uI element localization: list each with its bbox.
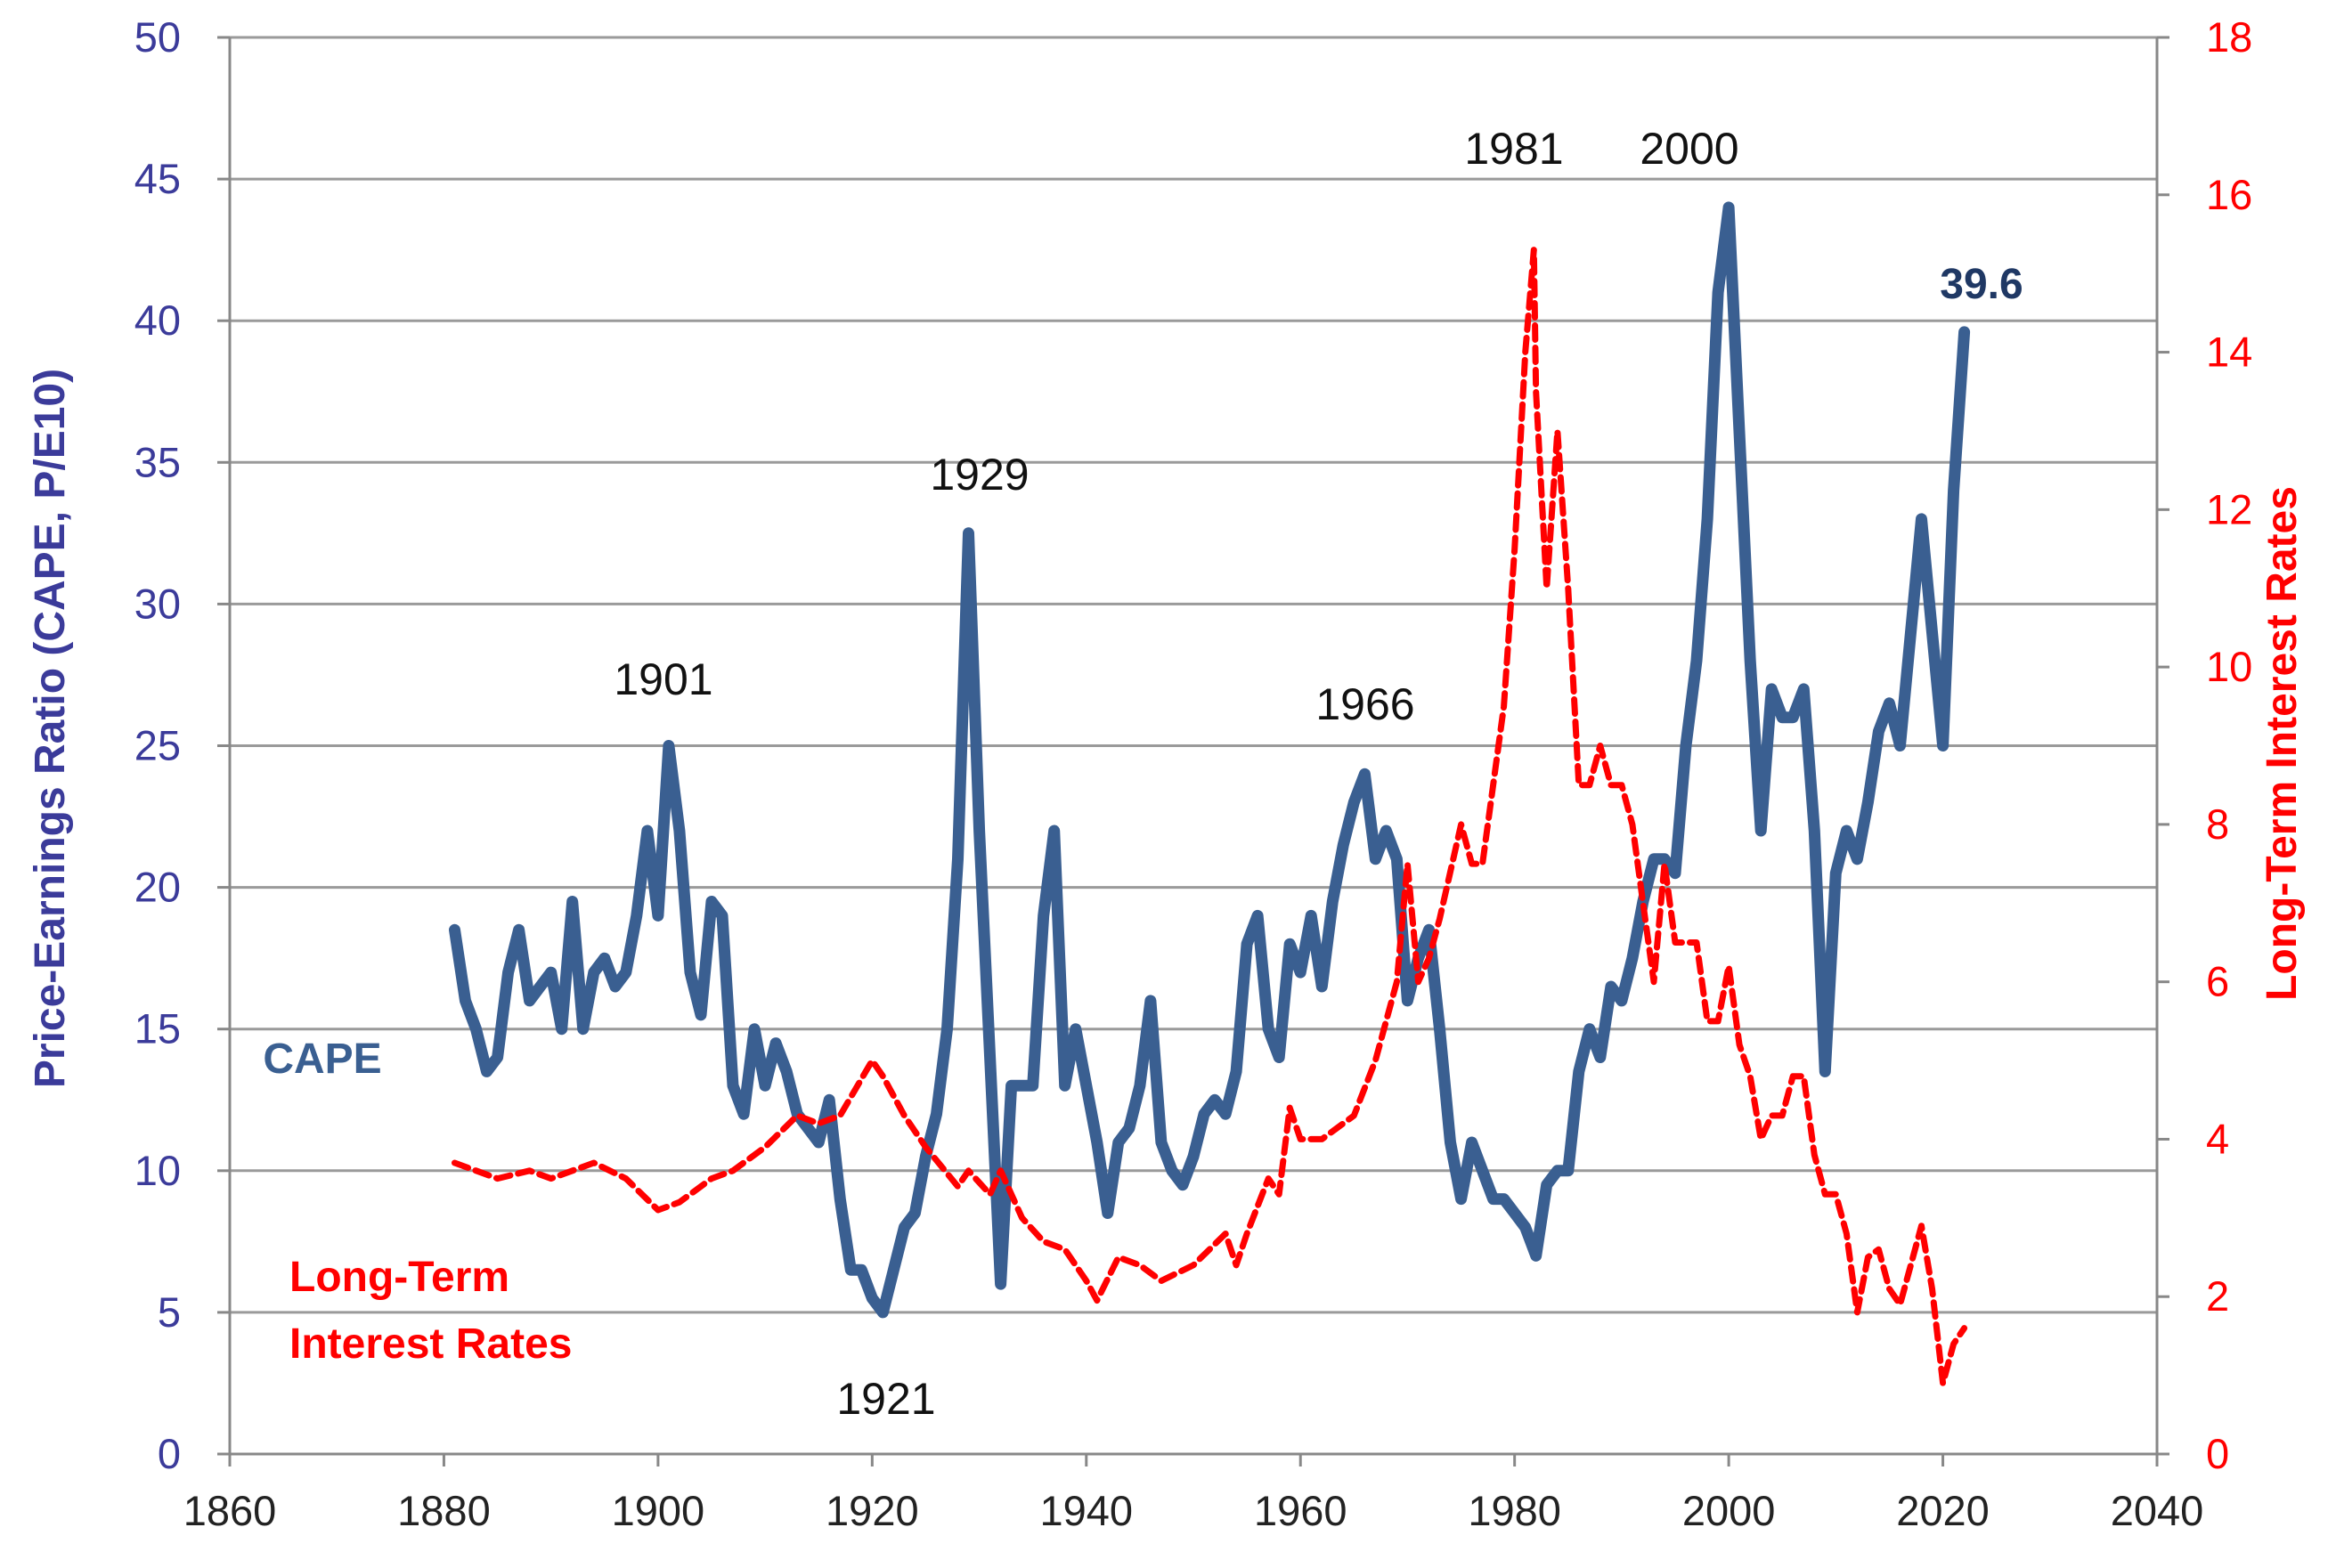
x-tick-label: 1920 <box>826 1487 919 1534</box>
interest-rates-line <box>452 247 1968 1386</box>
y-tick-label: 25 <box>134 722 181 769</box>
x-tick-label: 1900 <box>612 1487 705 1534</box>
x-tick-label: 1880 <box>397 1487 491 1534</box>
annotation-1901: 1901 <box>614 654 712 704</box>
series-group <box>449 201 1971 1386</box>
y2-tick-label: 14 <box>2206 329 2252 376</box>
y2-tick-label: 8 <box>2206 800 2229 848</box>
y-tick-label: 20 <box>134 864 181 911</box>
x-tick-label: 2000 <box>1682 1487 1776 1534</box>
y2-tick-label: 0 <box>2206 1430 2229 1477</box>
annotation-1966: 1966 <box>1315 679 1414 729</box>
x-tick-label: 2040 <box>2111 1487 2204 1534</box>
y-tick-label: 45 <box>134 155 181 202</box>
y2-tick-label: 10 <box>2206 643 2252 690</box>
y-axis-title: Price-Earnings Ratio (CAPE, P/E10) <box>27 369 74 1088</box>
x-tick-label: 2020 <box>1896 1487 1990 1534</box>
y2-tick-label: 2 <box>2206 1272 2229 1320</box>
y2-tick-label: 16 <box>2206 171 2252 218</box>
y-tick-label: 5 <box>158 1288 181 1336</box>
y2-tick-label: 12 <box>2206 485 2252 532</box>
y-tick-label: 15 <box>134 1005 181 1052</box>
y2-tick-label: 6 <box>2206 958 2229 1005</box>
annotation-current-cape: 39.6 <box>1940 261 2023 308</box>
cape-series-label: CAPE <box>263 1036 381 1083</box>
x-tick-label: 1940 <box>1039 1487 1133 1534</box>
x-tick-label: 1980 <box>1468 1487 1561 1534</box>
axes: 0 5 10 15 20 25 30 35 40 45 50 0 2 4 6 8 10 12 14 16 18 1860 1… <box>134 13 2253 1534</box>
annotation-2000: 2000 <box>1640 124 1738 174</box>
x-tick-label: 1960 <box>1254 1487 1347 1534</box>
y-tick-label: 50 <box>134 13 181 61</box>
y-tick-label: 10 <box>134 1147 181 1194</box>
y-tick-label: 35 <box>134 438 181 485</box>
y-tick-label: 0 <box>158 1430 181 1477</box>
gridlines <box>230 36 2157 1314</box>
y-tick-label: 30 <box>134 580 181 627</box>
cape-line <box>449 201 1971 1319</box>
rates-series-label-line2: Interest Rates <box>289 1320 572 1368</box>
rates-series-label-line1: Long-Term <box>289 1254 509 1301</box>
y2-tick-label: 4 <box>2206 1115 2229 1162</box>
annotation-1981: 1981 <box>1464 124 1563 174</box>
x-tick-label: 1860 <box>183 1487 277 1534</box>
annotation-1929: 1929 <box>930 450 1029 500</box>
y2-axis-title: Long-Term Interest Rates <box>2259 486 2306 1001</box>
y2-tick-label: 18 <box>2206 13 2252 61</box>
annotation-1921: 1921 <box>836 1374 935 1424</box>
y-tick-label: 40 <box>134 297 181 344</box>
